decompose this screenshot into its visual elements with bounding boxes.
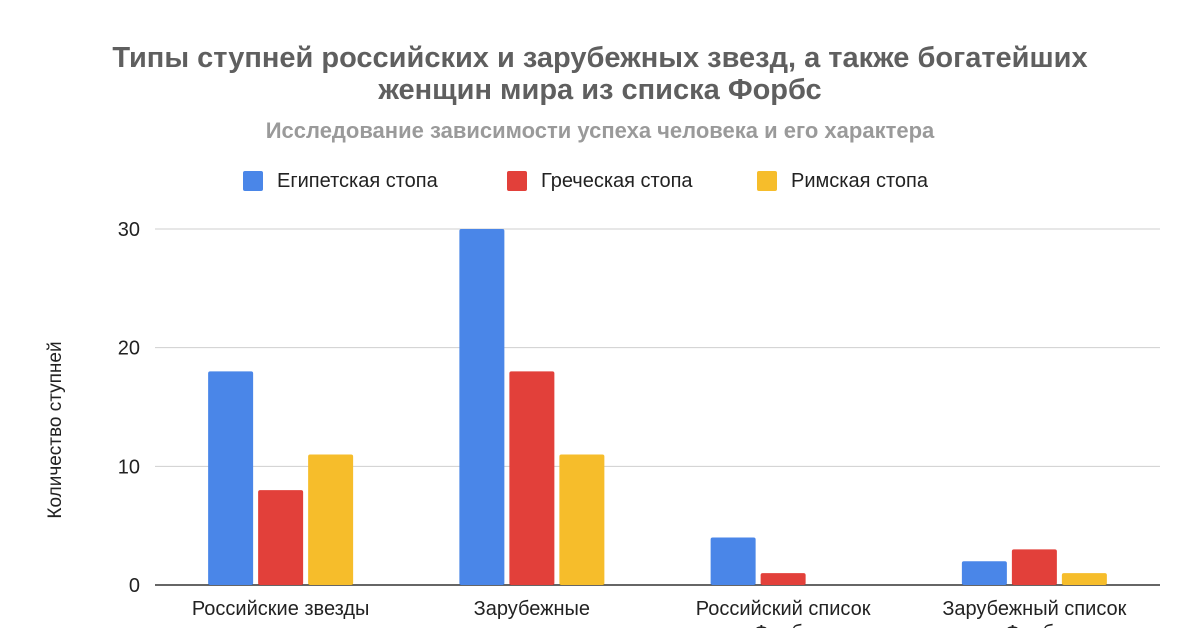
bar-greek xyxy=(509,371,555,585)
bar-egyptian xyxy=(961,561,1007,585)
legend-swatch-greek xyxy=(507,171,527,191)
legend-item-roman[interactable]: Римская стопа xyxy=(757,168,928,194)
chart-legend: Египетская стопа Греческая стопа Римская… xyxy=(0,168,1200,194)
chart-title-line-1: Типы ступней российских и зарубежных зве… xyxy=(112,42,1088,74)
x-tick-label: Зарубежный список xyxy=(942,598,1126,620)
bar-roman xyxy=(1061,573,1107,585)
bar-egyptian xyxy=(459,229,505,585)
x-tick-label: Форбс xyxy=(754,622,813,628)
chart-title-line-2: женщин мира из списка Форбс xyxy=(378,74,822,106)
y-tick-label: 30 xyxy=(118,219,140,241)
legend-label-greek: Греческая стопа xyxy=(541,169,693,192)
x-tick-label: Зарубежные xyxy=(474,598,590,620)
bar-greek xyxy=(258,490,304,585)
y-tick-label: 0 xyxy=(129,575,140,597)
legend-swatch-roman xyxy=(757,171,777,191)
legend-label-egyptian: Египетская стопа xyxy=(277,169,438,192)
x-tick-label: Российские звезды xyxy=(192,598,370,620)
legend-swatch-egyptian xyxy=(243,171,263,191)
bar-roman xyxy=(308,454,354,585)
bar-egyptian xyxy=(710,537,756,585)
bar-greek xyxy=(1011,549,1057,585)
legend-item-greek[interactable]: Греческая стопа xyxy=(507,168,693,194)
bar-roman xyxy=(559,454,605,585)
bar-egyptian xyxy=(208,371,254,585)
x-tick-label: Российский список xyxy=(696,598,871,620)
chart-subtitle: Исследование зависимости успеха человека… xyxy=(265,118,935,143)
x-tick-label: звезды xyxy=(499,622,564,628)
legend-label-roman: Римская стопа xyxy=(791,169,928,192)
y-tick-label: 10 xyxy=(118,456,140,478)
x-tick-label: Форбс xyxy=(1005,622,1064,628)
bar-greek xyxy=(760,573,806,585)
y-tick-label: 20 xyxy=(118,338,140,360)
legend-item-egyptian[interactable]: Египетская стопа xyxy=(243,168,438,194)
